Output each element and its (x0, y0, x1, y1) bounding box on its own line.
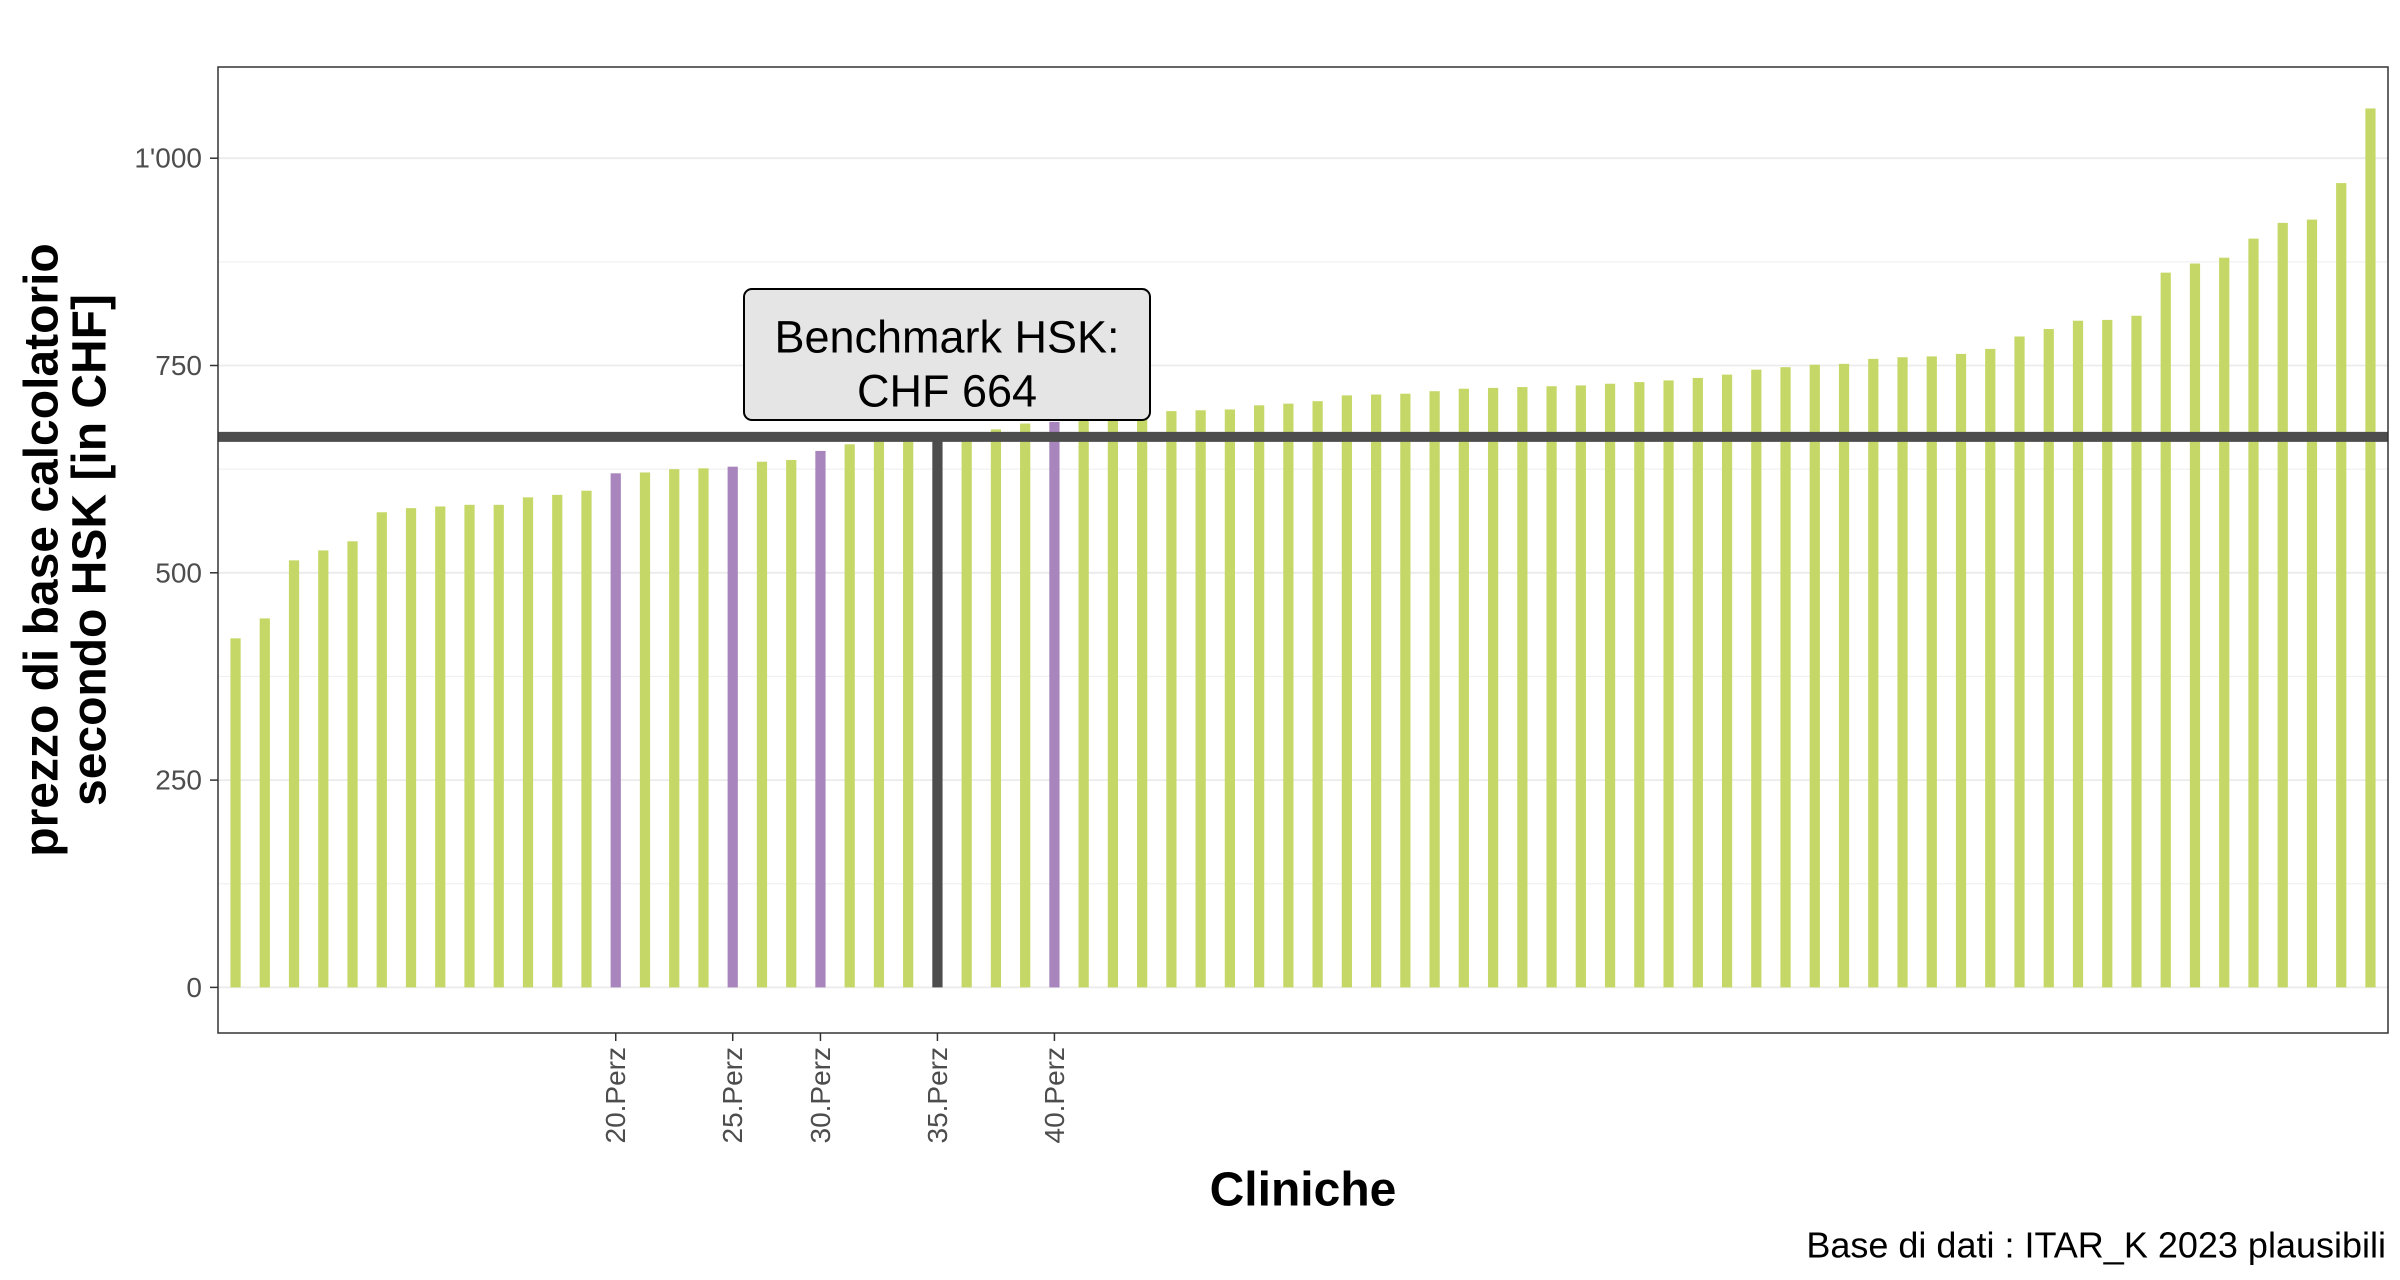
bar (1370, 394, 1382, 988)
bar (552, 494, 563, 988)
bar (2336, 183, 2347, 988)
x-tick-label: 40.Perz (1039, 1047, 1070, 1144)
benchmark-label-line1: Benchmark HSK: (774, 312, 1119, 363)
bar (464, 504, 475, 988)
bar (2277, 222, 2288, 988)
bar (2072, 320, 2084, 988)
bar (1809, 364, 1820, 988)
bar (2102, 319, 2113, 988)
plot-panel-background (218, 67, 2388, 1033)
bar (1429, 391, 1440, 988)
bar (932, 436, 943, 988)
bar (1487, 387, 1499, 988)
x-axis-title: Cliniche (1210, 1164, 1397, 1217)
bar (1604, 383, 1616, 988)
bar (2131, 315, 2142, 988)
bar (1721, 374, 1733, 988)
bar (1020, 423, 1031, 988)
bar (1312, 401, 1323, 988)
y-axis-title-line2: secondo HSK [in CHF] (64, 294, 117, 806)
bar (493, 504, 504, 988)
bar (376, 512, 387, 988)
bar (259, 618, 270, 988)
benchmark-label: Benchmark HSK: CHF 664 (743, 288, 1151, 421)
bar (230, 638, 241, 988)
bar (435, 506, 446, 988)
bar (2014, 336, 2025, 988)
bar (1663, 380, 1674, 988)
bar (1634, 382, 1645, 988)
x-axis-tick-labels: 20.Perz 25.Perz 30.Perz 35.Perz 40.Perz (600, 1033, 1070, 1144)
bar (2248, 238, 2259, 988)
y-tick-label: 500 (155, 557, 202, 588)
bar (786, 460, 797, 988)
bar (1692, 377, 1703, 988)
bar (815, 450, 826, 988)
bar (1049, 421, 1060, 988)
bar (2365, 108, 2376, 988)
bar (1546, 386, 1557, 988)
caption: Base di dati : ITAR_K 2023 plausibili (1806, 1225, 2386, 1266)
x-tick-label: 35.Perz (922, 1047, 953, 1144)
bar (1195, 410, 1206, 988)
bar (1224, 409, 1236, 988)
x-tick-label: 30.Perz (805, 1047, 836, 1144)
y-axis-ticks: 0 250 500 750 1'000 (134, 143, 218, 1003)
bar (1926, 356, 1937, 988)
bar (1838, 363, 1850, 988)
bar (1751, 369, 1762, 988)
bar (288, 560, 300, 988)
bar (1868, 358, 1879, 988)
bar (1107, 416, 1119, 988)
bar (1897, 357, 1908, 988)
bar (318, 550, 329, 988)
bar (1341, 395, 1352, 988)
benchmark-label-line2: CHF 664 (857, 366, 1037, 417)
x-tick-label: 25.Perz (717, 1047, 748, 1144)
bar (1400, 393, 1411, 988)
bar (873, 440, 885, 988)
bar (2189, 263, 2201, 988)
y-tick-label: 0 (186, 972, 202, 1003)
plot-panel-border (217, 66, 2389, 1034)
bar (1575, 385, 1586, 988)
bar (2160, 272, 2171, 988)
bar (405, 508, 417, 988)
y-tick-label: 1'000 (134, 143, 202, 174)
bar (1166, 411, 1177, 988)
bar (2043, 329, 2054, 988)
benchmark-label-box (743, 288, 1151, 421)
bar (2306, 219, 2318, 988)
bar (727, 466, 738, 988)
bar (1780, 367, 1791, 988)
bar (698, 468, 709, 988)
grid-lines (218, 157, 2388, 989)
bar (610, 473, 621, 988)
bar (903, 438, 914, 988)
bar (347, 541, 358, 988)
y-tick-label: 250 (155, 765, 202, 796)
bar (756, 461, 768, 988)
bar (1078, 420, 1089, 988)
bar (1985, 348, 1996, 988)
bar (522, 497, 534, 988)
bar (990, 429, 1002, 988)
y-tick-label: 750 (155, 350, 202, 381)
bar (1283, 403, 1294, 988)
bar (1458, 388, 1469, 988)
bar (639, 472, 651, 988)
bar (581, 490, 592, 988)
bar (961, 435, 972, 988)
y-axis-title-line1: prezzo di base calcolatorio (16, 243, 69, 857)
bars (230, 108, 2376, 988)
bar (669, 469, 680, 988)
bar (1517, 387, 1528, 988)
x-tick-label: 20.Perz (600, 1047, 631, 1144)
bar (1955, 353, 1967, 988)
bar (844, 444, 855, 988)
bar (1137, 415, 1148, 988)
bar (1254, 405, 1265, 988)
bar (2219, 257, 2230, 988)
